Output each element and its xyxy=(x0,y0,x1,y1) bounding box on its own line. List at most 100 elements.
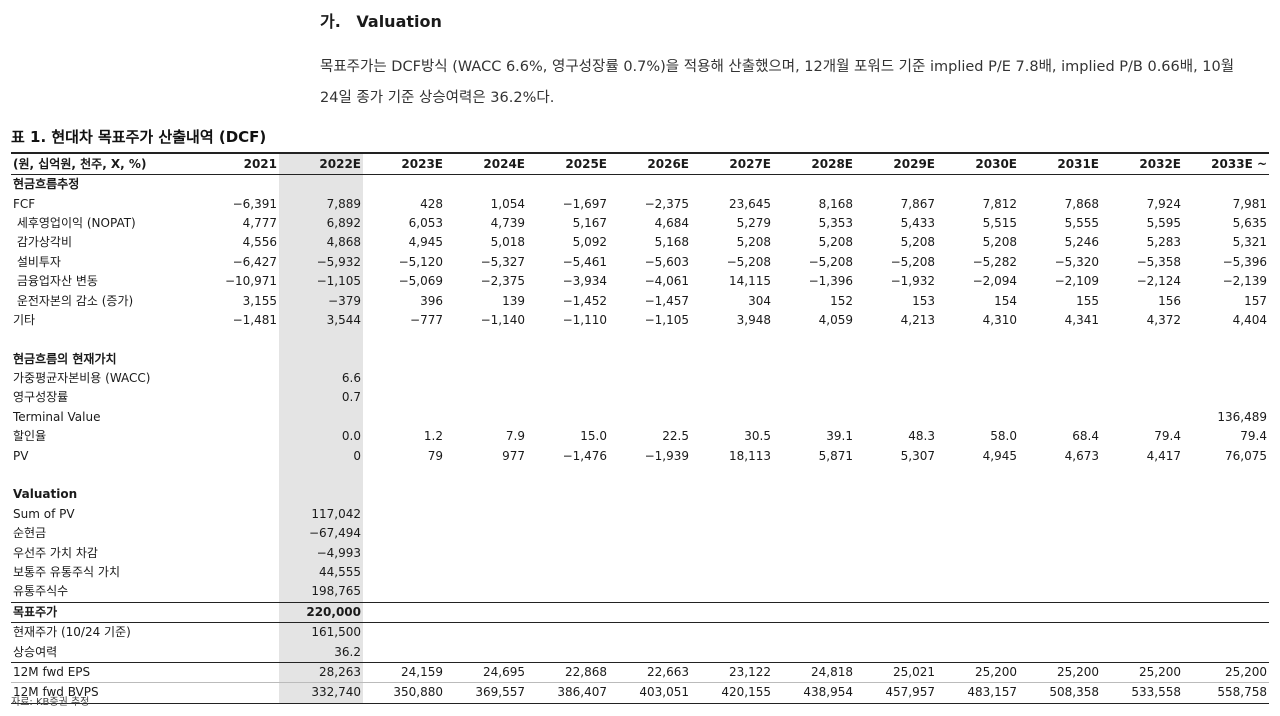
table-cell xyxy=(1183,175,1269,195)
table-cell xyxy=(691,563,773,582)
table-cell: 7,889 xyxy=(279,194,363,214)
table-cell: −5,320 xyxy=(1054,254,1099,269)
table-cell xyxy=(445,642,527,662)
table-cell: 6,053 xyxy=(408,215,443,230)
table-cell: 39.1 xyxy=(826,429,853,444)
table-cell: 30.5 xyxy=(744,429,771,444)
table-cell xyxy=(211,661,279,683)
table-cell: 22,663 xyxy=(609,661,691,683)
table-cell xyxy=(527,466,609,485)
column-header-year: 2029E xyxy=(855,152,937,175)
table-cell: −1,110 xyxy=(562,312,607,327)
table-row: Valuation xyxy=(11,485,1269,505)
table-cell xyxy=(363,505,445,524)
table-cell xyxy=(691,330,773,349)
column-header-year: 2025E xyxy=(527,152,609,175)
table-cell xyxy=(773,485,855,504)
table-cell: 483,157 xyxy=(937,682,1019,704)
table-cell xyxy=(1101,466,1183,485)
table-cell: −6,391 xyxy=(232,196,277,211)
table-cell xyxy=(1019,369,1101,388)
table-cell: 0 xyxy=(279,446,363,466)
table-cell xyxy=(855,175,937,195)
table-cell: −5,603 xyxy=(644,254,689,269)
row-label: Sum of PV xyxy=(13,506,75,521)
table-cell xyxy=(1101,330,1183,349)
table-cell xyxy=(1183,388,1269,407)
table-cell xyxy=(937,408,1019,427)
table-cell: 6.6 xyxy=(279,368,363,389)
table-cell xyxy=(773,466,855,485)
table-cell xyxy=(937,642,1019,662)
table-cell xyxy=(211,485,279,504)
table-cell xyxy=(609,563,691,582)
table-cell xyxy=(773,642,855,662)
table-cell: 7,924 xyxy=(1146,196,1181,211)
table-cell: 5,168 xyxy=(654,235,689,250)
table-cell: 7,981 xyxy=(1232,196,1267,211)
table-cell xyxy=(773,524,855,543)
table-cell: −1,105 xyxy=(644,312,689,327)
table-cell: 156 xyxy=(1158,293,1181,308)
table-cell xyxy=(937,466,1019,485)
table-cell xyxy=(1019,350,1101,369)
table-cell xyxy=(1101,563,1183,582)
table-cell: 18,113 xyxy=(729,448,771,463)
table-cell xyxy=(691,505,773,524)
table-cell: −1,476 xyxy=(562,448,607,463)
table-cell xyxy=(1019,621,1101,643)
table-title: 표 1. 현대차 목표주가 산출내역 (DCF) xyxy=(11,128,267,146)
row-label: 순현금 xyxy=(13,526,47,541)
table-cell: −67,494 xyxy=(279,524,363,544)
dcf-table: (원, 십억원, 천주, X, %) 2021 2022E 2023E 2024E 202… xyxy=(11,152,1269,704)
table-cell: 136,489 xyxy=(1217,409,1267,424)
row-label: FCF xyxy=(13,196,36,211)
row-label: 할인율 xyxy=(13,429,47,444)
table-cell: 5,433 xyxy=(900,215,935,230)
table-cell: 5,283 xyxy=(1146,235,1181,250)
table-cell: 396 xyxy=(420,293,443,308)
table-row: 금융업자산 변동 −10,971 −1,105 −5,069 −2,375 −3,934 −… xyxy=(11,271,1269,292)
table-cell: 386,407 xyxy=(527,682,609,704)
table-cell xyxy=(855,642,937,662)
table-cell: 5,871 xyxy=(818,448,853,463)
table-cell xyxy=(1019,330,1101,349)
table-cell: 4,417 xyxy=(1146,448,1181,463)
table-cell: −2,109 xyxy=(1054,274,1099,289)
table-cell xyxy=(1183,369,1269,388)
table-cell xyxy=(527,350,609,369)
table-cell xyxy=(609,485,691,504)
table-cell xyxy=(937,543,1019,562)
table-cell xyxy=(445,466,527,485)
table-cell: −2,375 xyxy=(480,274,525,289)
table-cell xyxy=(445,350,527,369)
table-cell xyxy=(855,505,937,524)
table-row: 기타 −1,481 3,544 −777 −1,140 −1,110 −1,105 3,948… xyxy=(11,310,1269,331)
table-cell xyxy=(855,408,937,427)
table-cell xyxy=(855,330,937,349)
table-cell xyxy=(1183,466,1269,485)
table-row xyxy=(11,330,1269,350)
table-row: 유통주식수 198,765 xyxy=(11,582,1269,603)
table-cell xyxy=(691,350,773,369)
table-cell: 79.4 xyxy=(1240,429,1267,444)
table-cell xyxy=(363,582,445,602)
table-cell xyxy=(1019,505,1101,524)
table-cell xyxy=(855,621,937,643)
table-cell xyxy=(445,601,527,623)
table-cell: −3,934 xyxy=(562,274,607,289)
table-row: Terminal Value 136,489 xyxy=(11,407,1269,428)
column-header-year: 2033E ~ xyxy=(1183,152,1269,175)
table-cell xyxy=(1019,582,1101,602)
table-cell: 3,155 xyxy=(242,293,277,308)
table-cell xyxy=(609,543,691,562)
table-cell xyxy=(363,466,445,485)
row-label: Valuation xyxy=(13,487,78,502)
column-header-unit: (원, 십억원, 천주, X, %) xyxy=(11,152,211,175)
table-cell xyxy=(279,407,363,428)
table-cell xyxy=(527,388,609,407)
table-row: 현금흐름의 현재가치 xyxy=(11,349,1269,369)
table-cell: 4,372 xyxy=(1146,312,1181,327)
table-cell: 161,500 xyxy=(279,621,363,643)
table-cell xyxy=(1101,582,1183,602)
